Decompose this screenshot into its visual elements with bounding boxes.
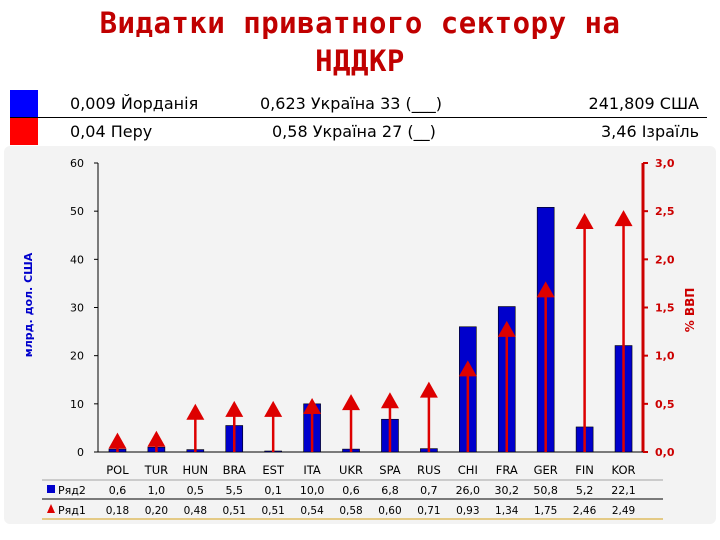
data-label-arrow: 0,51 (223, 505, 246, 517)
arrow-head (186, 403, 205, 420)
arrow-head (147, 430, 166, 447)
arrow-head (264, 400, 283, 417)
data-label-bar: 6,8 (381, 484, 399, 497)
data-label-arrow: 0,60 (378, 505, 401, 517)
y-axis-label-left: млрд. дол. США (22, 252, 35, 357)
legend-label-arrow: Ряд1 (58, 504, 86, 517)
x-tick-label: KOR (612, 463, 636, 477)
data-label-arrow: 0,54 (300, 505, 324, 517)
data-label-bar: 1,0 (148, 484, 166, 497)
y-axis-label-right: % ВВП (683, 288, 697, 333)
title-line-2: НДДКР (315, 44, 405, 78)
info-row-1-mid: 0,623 Україна 33 (___) (260, 94, 442, 113)
data-label-arrow: 0,58 (339, 505, 362, 517)
data-label-bar: 22,1 (611, 484, 636, 497)
info-row-2-mid: 0,58 Україна 27 (__) (272, 122, 436, 141)
arrow-head (458, 360, 477, 377)
x-tick-label: BRA (223, 463, 246, 477)
data-label-bar: 0,6 (342, 484, 360, 497)
y-tick-label-left: 0 (77, 446, 84, 459)
data-label-bar: 10,0 (300, 484, 325, 497)
y-tick-label-right: 0,5 (655, 398, 675, 411)
data-label-bar: 0,5 (187, 484, 205, 497)
data-label-bar: 5,5 (226, 484, 244, 497)
x-tick-label: POL (106, 463, 129, 477)
y-tick-label-left: 20 (70, 350, 84, 363)
y-tick-label-right: 2,5 (655, 205, 675, 218)
data-label-arrow: 2,49 (612, 505, 635, 517)
y-tick-label-right: 3,0 (655, 157, 675, 170)
x-tick-label: TUR (144, 463, 168, 477)
red-swatch (10, 118, 38, 145)
data-label-arrow: 0,48 (184, 505, 207, 517)
y-tick-label-left: 50 (70, 205, 84, 218)
info-row-1: 0,009 Йорданія 0,623 Україна 33 (___) 24… (10, 90, 707, 118)
arrow-head (380, 392, 399, 409)
arrow-head (225, 400, 244, 417)
arrow-head (575, 213, 594, 230)
y-tick-label-left: 60 (70, 157, 84, 170)
data-label-arrow: 0,93 (456, 505, 479, 517)
data-label-bar: 5,2 (576, 484, 594, 497)
x-tick-label: UKR (339, 463, 363, 477)
y-tick-label-right: 1,0 (655, 350, 675, 363)
x-tick-label: SPA (379, 463, 400, 477)
data-label-bar: 26,0 (456, 484, 481, 497)
info-row-1-right: 241,809 США (588, 94, 699, 113)
legend-swatch-arrow (47, 504, 55, 513)
title-line-1: Видатки приватного сектору на (99, 6, 621, 40)
arrow-head (303, 397, 322, 414)
x-tick-label: CHI (458, 463, 478, 477)
data-label-bar: 0,7 (420, 484, 438, 497)
x-tick-label: RUS (417, 463, 441, 477)
chart-panel (4, 146, 716, 524)
arrow-head (108, 432, 127, 449)
legend-label-bar: Ряд2 (58, 484, 86, 497)
info-row-2-left: 0,04 Перу (70, 122, 153, 141)
x-tick-label: HUN (182, 463, 208, 477)
x-tick-label: EST (262, 463, 285, 477)
y-tick-label-left: 40 (70, 253, 84, 266)
legend-swatch-bar (47, 485, 55, 493)
y-tick-label-right: 0,0 (655, 446, 675, 459)
x-tick-label: FIN (575, 463, 594, 477)
data-label-arrow: 0,71 (417, 505, 440, 517)
data-label-bar: 50,8 (533, 484, 558, 497)
data-label-arrow: 0,51 (261, 505, 284, 517)
y-tick-label-right: 1,5 (655, 302, 675, 315)
y-tick-label-left: 30 (70, 302, 84, 315)
data-label-arrow: 2,46 (573, 505, 597, 517)
arrow-head (419, 381, 438, 398)
data-label-arrow: 1,34 (495, 505, 519, 517)
data-label-arrow: 0,20 (145, 505, 168, 517)
arrow-head (614, 210, 633, 227)
info-row-2-right: 3,46 Ізраїль (601, 122, 699, 141)
data-label-bar: 30,2 (495, 484, 520, 497)
info-row-1-left: 0,009 Йорданія (70, 94, 199, 113)
x-tick-label: ITA (303, 463, 321, 477)
page-title: Видатки приватного сектору на НДДКР (0, 4, 720, 80)
x-tick-label: FRA (496, 463, 518, 477)
data-label-arrow: 0,18 (106, 505, 129, 517)
x-tick-label: GER (534, 463, 558, 477)
arrow-head (342, 394, 361, 411)
arrow-head (497, 320, 516, 337)
arrow-head (536, 281, 555, 298)
blue-swatch (10, 90, 38, 117)
y-tick-label-right: 2,0 (655, 253, 675, 266)
data-label-arrow: 1,75 (534, 505, 557, 517)
data-label-bar: 0,6 (109, 484, 127, 497)
data-label-bar: 0,1 (264, 484, 282, 497)
y-tick-label-left: 10 (70, 398, 84, 411)
info-row-2: 0,04 Перу 0,58 Україна 27 (__) 3,46 Ізра… (10, 118, 707, 145)
